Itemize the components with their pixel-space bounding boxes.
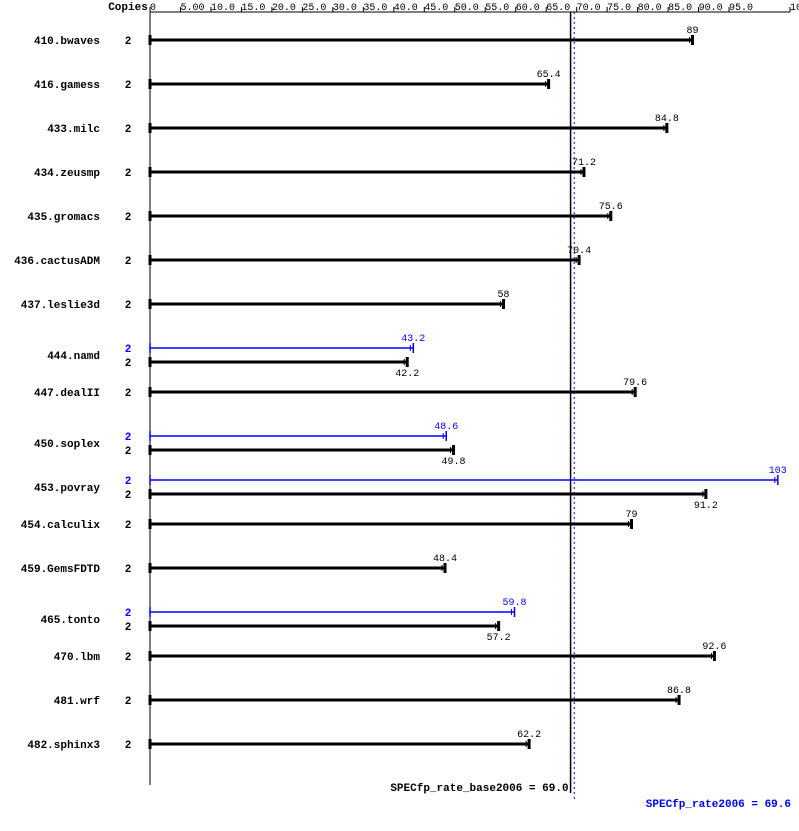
copies-value: 2 xyxy=(125,256,132,268)
bar-value-label: 71.2 xyxy=(572,158,596,169)
bar-value-label: 79 xyxy=(626,510,638,521)
copies-value: 2 xyxy=(125,168,132,180)
bar-value-label: 42.2 xyxy=(395,369,419,380)
benchmark-label: 470.lbm xyxy=(54,652,101,664)
benchmark-label: 450.soplex xyxy=(34,439,100,451)
bar-value-label: 86.8 xyxy=(667,686,691,697)
benchmark-label: 444.namd xyxy=(47,351,100,363)
benchmark-label: 433.milc xyxy=(47,124,100,136)
bar-value-label: 59.8 xyxy=(502,598,526,609)
bar-value-label: 92.6 xyxy=(702,642,726,653)
bar-value-label: 75.6 xyxy=(599,202,623,213)
copies-value: 2 xyxy=(125,696,132,708)
copies-value: 2 xyxy=(125,300,132,312)
footer-peak-label: SPECfp_rate2006 = 69.6 xyxy=(646,799,791,811)
bar-value-label: 62.2 xyxy=(517,730,541,741)
x-tick-label: 40.0 xyxy=(394,3,418,14)
bar-value-label: 84.8 xyxy=(655,114,679,125)
x-tick-label: 0 xyxy=(150,3,156,14)
benchmark-label: 434.zeusmp xyxy=(34,168,100,180)
specfp-rate-chart: 0 5.00 10.0 15.0 20.0 25.0 30.0 35.0 40.0 45.0 50.… xyxy=(0,0,799,831)
copies-value: 2 xyxy=(125,564,132,576)
copies-value: 2 xyxy=(125,520,132,532)
x-tick-label: 55.0 xyxy=(485,3,509,14)
bar-value-label: 91.2 xyxy=(694,501,718,512)
copies-value: 2 xyxy=(125,124,132,136)
benchmark-label: 454.calculix xyxy=(21,520,101,532)
benchmark-label: 410.bwaves xyxy=(34,36,100,48)
copies-value: 2 xyxy=(125,432,132,444)
x-tick-label: 45.0 xyxy=(424,3,448,14)
chart-svg: 0 5.00 10.0 15.0 20.0 25.0 30.0 35.0 40.0 45.0 50.… xyxy=(0,0,799,831)
copies-value: 2 xyxy=(125,36,132,48)
x-tick-label: 85.0 xyxy=(668,3,692,14)
copies-value: 2 xyxy=(125,608,132,620)
copies-value: 2 xyxy=(125,344,132,356)
benchmark-label: 453.povray xyxy=(34,483,100,495)
benchmark-label: 436.cactusADM xyxy=(14,256,100,268)
benchmark-label: 482.sphinx3 xyxy=(27,740,100,752)
x-tick-label: 30.0 xyxy=(333,3,357,14)
bar-value-label: 57.2 xyxy=(487,633,511,644)
bar-value-label: 89 xyxy=(686,26,698,37)
x-tick-label: 95.0 xyxy=(729,3,753,14)
copies-value: 2 xyxy=(125,80,132,92)
x-tick-label: 75.0 xyxy=(607,3,631,14)
copies-value: 2 xyxy=(125,740,132,752)
x-tick-label: 5.00 xyxy=(180,3,204,14)
x-tick-label: 50.0 xyxy=(455,3,479,14)
x-tick-label: 35.0 xyxy=(363,3,387,14)
copies-value: 2 xyxy=(125,446,132,458)
x-tick-label: 90.0 xyxy=(699,3,723,14)
copies-header: Copies xyxy=(108,2,148,14)
x-tick-label: 65.0 xyxy=(546,3,570,14)
benchmark-label: 459.GemsFDTD xyxy=(21,564,101,576)
bar-value-label: 79.6 xyxy=(623,378,647,389)
benchmark-label: 437.leslie3d xyxy=(21,300,100,312)
bar-value-label: 70.4 xyxy=(567,246,591,257)
x-tick-label: 60.0 xyxy=(516,3,540,14)
copies-value: 2 xyxy=(125,490,132,502)
bar-value-label: 58 xyxy=(498,290,510,301)
copies-value: 2 xyxy=(125,476,132,488)
x-tick-label: 25.0 xyxy=(302,3,326,14)
benchmark-label: 465.tonto xyxy=(41,615,101,627)
x-tick-label: 70.0 xyxy=(577,3,601,14)
benchmark-label: 481.wrf xyxy=(54,696,101,708)
x-tick-label: 10.0 xyxy=(211,3,235,14)
bar-value-label: 103 xyxy=(769,466,787,477)
bar-value-label: 49.8 xyxy=(442,457,466,468)
footer-base-label: SPECfp_rate_base2006 = 69.0 xyxy=(390,783,568,795)
benchmark-label: 447.dealII xyxy=(34,388,100,400)
copies-value: 2 xyxy=(125,212,132,224)
x-tick-label: 80.0 xyxy=(638,3,662,14)
copies-value: 2 xyxy=(125,388,132,400)
copies-value: 2 xyxy=(125,358,132,370)
x-tick-label: 105 xyxy=(790,3,799,14)
benchmark-label: 416.gamess xyxy=(34,80,100,92)
bar-value-label: 43.2 xyxy=(401,334,425,345)
copies-value: 2 xyxy=(125,652,132,664)
bar-value-label: 48.4 xyxy=(433,554,457,565)
benchmark-label: 435.gromacs xyxy=(27,212,100,224)
copies-value: 2 xyxy=(125,622,132,634)
x-tick-label: 20.0 xyxy=(272,3,296,14)
x-tick-label: 15.0 xyxy=(241,3,265,14)
bar-value-label: 48.6 xyxy=(434,422,458,433)
bar-value-label: 65.4 xyxy=(537,70,561,81)
